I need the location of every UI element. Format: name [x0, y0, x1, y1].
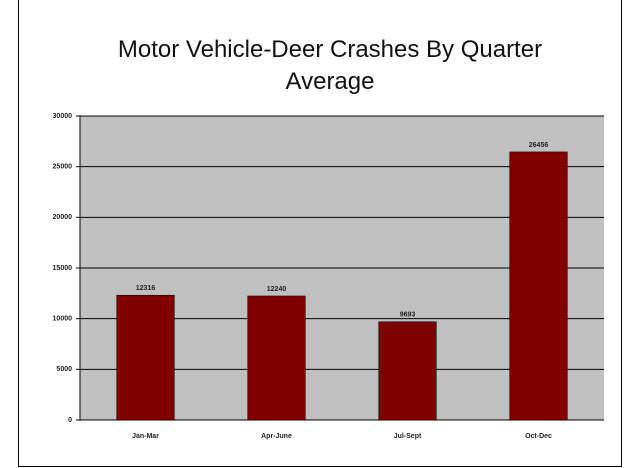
bar	[378, 321, 437, 421]
x-tick-label: Jan-Mar	[132, 433, 159, 440]
y-tick-label: 10000	[53, 316, 73, 323]
data-label: 9693	[400, 312, 416, 319]
bar	[116, 294, 175, 421]
x-tick-label: Apr-June	[261, 433, 292, 440]
data-label: 12240	[267, 286, 287, 293]
y-tick-label: 25000	[53, 164, 73, 171]
data-label: 26456	[529, 142, 549, 149]
bar	[509, 151, 568, 421]
x-tick-label: Jul-Sept	[394, 433, 422, 440]
x-tick-label: Oct-Dec	[525, 433, 552, 440]
bar	[247, 295, 306, 421]
y-tick-label: 0	[68, 417, 72, 424]
y-tick-label: 15000	[53, 265, 73, 272]
y-tick-label: 30000	[53, 113, 73, 120]
chart-title: Motor Vehicle-Deer Crashes By Quarter Av…	[117, 36, 543, 95]
y-tick-label: 20000	[53, 214, 73, 221]
data-label: 12316	[136, 285, 156, 292]
y-tick-label: 5000	[56, 366, 72, 373]
chart-frame	[18, 0, 622, 467]
